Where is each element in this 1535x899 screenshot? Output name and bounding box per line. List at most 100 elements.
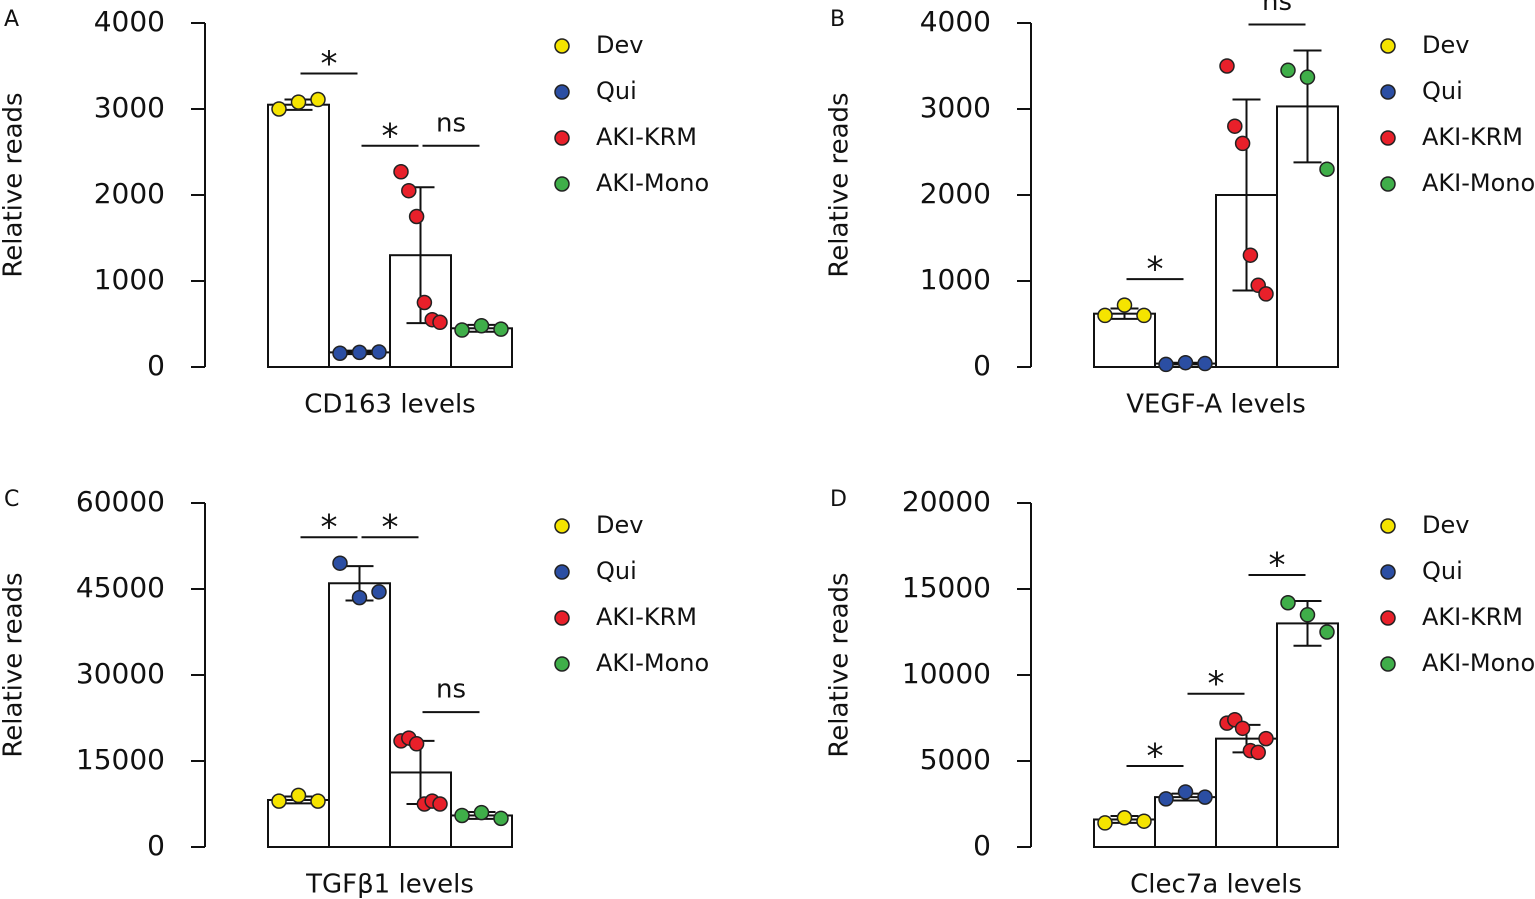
x-axis-label: VEGF-A levels (1126, 390, 1306, 420)
data-point (371, 584, 387, 600)
legend-label: AKI-Mono (596, 649, 709, 677)
data-point (1319, 161, 1335, 177)
y-axis-label: Relative reads (825, 572, 855, 757)
y-tick-label: 2000 (920, 177, 991, 210)
legend-marker (554, 38, 570, 54)
data-point (1234, 720, 1251, 737)
legend-marker (554, 564, 570, 580)
y-tick-label: 0 (147, 829, 165, 862)
legend-marker (554, 656, 570, 672)
data-point (1280, 595, 1296, 611)
y-tick-label: 15000 (76, 743, 165, 776)
y-tick-label: 3000 (94, 91, 165, 124)
legend-marker (554, 130, 570, 146)
significance-label: * (382, 116, 399, 156)
panel: D Relative reads Clec7a levels 0 5000 10000 15… (825, 485, 1535, 899)
legend-label: AKI-KRM (1422, 603, 1523, 631)
data-point (1136, 307, 1152, 324)
data-point (1227, 118, 1243, 134)
data-point (1234, 135, 1251, 152)
data-point (1177, 354, 1194, 371)
y-axis-label: Relative reads (0, 572, 29, 757)
data-point (454, 322, 470, 338)
significance-label: * (1147, 736, 1164, 776)
legend-marker (1380, 176, 1396, 192)
y-tick-label: 4000 (94, 5, 165, 38)
data-point (432, 314, 448, 331)
bar (267, 103, 330, 368)
data-point (1319, 624, 1335, 640)
significance-label: * (382, 508, 399, 548)
data-point (1219, 58, 1235, 74)
y-tick-label: 30000 (76, 657, 165, 690)
y-tick-label: 0 (147, 349, 165, 382)
data-point (1097, 815, 1113, 831)
error-bar (1293, 49, 1322, 164)
legend-label: AKI-KRM (596, 123, 697, 151)
data-point (473, 804, 490, 821)
legend-label: Qui (596, 77, 637, 105)
y-tick-label: 5000 (920, 743, 991, 776)
y-tick-label: 0 (973, 829, 991, 862)
legend-label: Dev (596, 31, 643, 59)
data-point (1177, 784, 1194, 800)
data-point (351, 344, 368, 361)
data-point (290, 787, 307, 804)
legend-label: AKI-KRM (1422, 123, 1523, 151)
data-point (371, 344, 387, 360)
data-point (1299, 607, 1316, 623)
data-point (351, 589, 368, 606)
y-tick-label: 1000 (94, 263, 165, 296)
x-axis-label: CD163 levels (304, 390, 475, 420)
panel-label: A (4, 7, 19, 32)
data-point (401, 182, 417, 199)
panel: A Relative reads CD163 levels 0 1000 2000 3000… (0, 5, 709, 420)
data-point (271, 101, 287, 117)
x-axis-label: Clec7a levels (1130, 870, 1302, 899)
data-point (1280, 62, 1296, 79)
data-point (332, 345, 348, 361)
y-tick-label: 20000 (902, 485, 991, 518)
data-point (310, 91, 326, 108)
y-tick-label: 10000 (902, 657, 991, 690)
data-point (1116, 810, 1133, 826)
panel-label: B (830, 7, 845, 32)
significance-label: ns (436, 108, 466, 138)
data-point (1158, 791, 1174, 807)
data-point (1158, 356, 1174, 373)
x-axis-label: TGFβ1 levels (305, 870, 474, 899)
legend-marker (1380, 656, 1396, 672)
y-axis-label: Relative reads (0, 92, 29, 277)
data-point (416, 294, 433, 311)
panel: C Relative reads TGFβ1 levels 0 15000 30000 45… (0, 485, 709, 899)
legend-marker (1380, 610, 1396, 626)
y-tick-label: 2000 (94, 177, 165, 210)
significance-label: * (321, 44, 338, 84)
y-tick-label: 60000 (76, 485, 165, 518)
legend-marker (1380, 130, 1396, 146)
panel: B Relative reads VEGF-A levels 0 1000 2000 300… (825, 0, 1535, 420)
data-point (493, 810, 509, 827)
data-point (1250, 744, 1266, 761)
data-point (1258, 286, 1274, 302)
data-point (408, 736, 425, 752)
legend-label: Qui (1422, 77, 1463, 105)
legend-marker (1380, 38, 1396, 54)
data-point (408, 208, 425, 225)
legend-label: Qui (596, 557, 637, 585)
significance-label: * (1269, 546, 1286, 586)
legend-marker (554, 610, 570, 626)
data-point (1136, 813, 1152, 829)
legend-label: AKI-KRM (596, 603, 697, 631)
data-point (454, 807, 470, 824)
data-point (332, 555, 348, 571)
legend-label: Dev (1422, 31, 1469, 59)
data-point (393, 164, 409, 180)
y-tick-label: 45000 (76, 571, 165, 604)
data-point (290, 94, 307, 110)
bar (1276, 622, 1339, 848)
data-point (1197, 355, 1213, 372)
legend-marker (1380, 518, 1396, 534)
y-axis-label: Relative reads (825, 92, 855, 277)
